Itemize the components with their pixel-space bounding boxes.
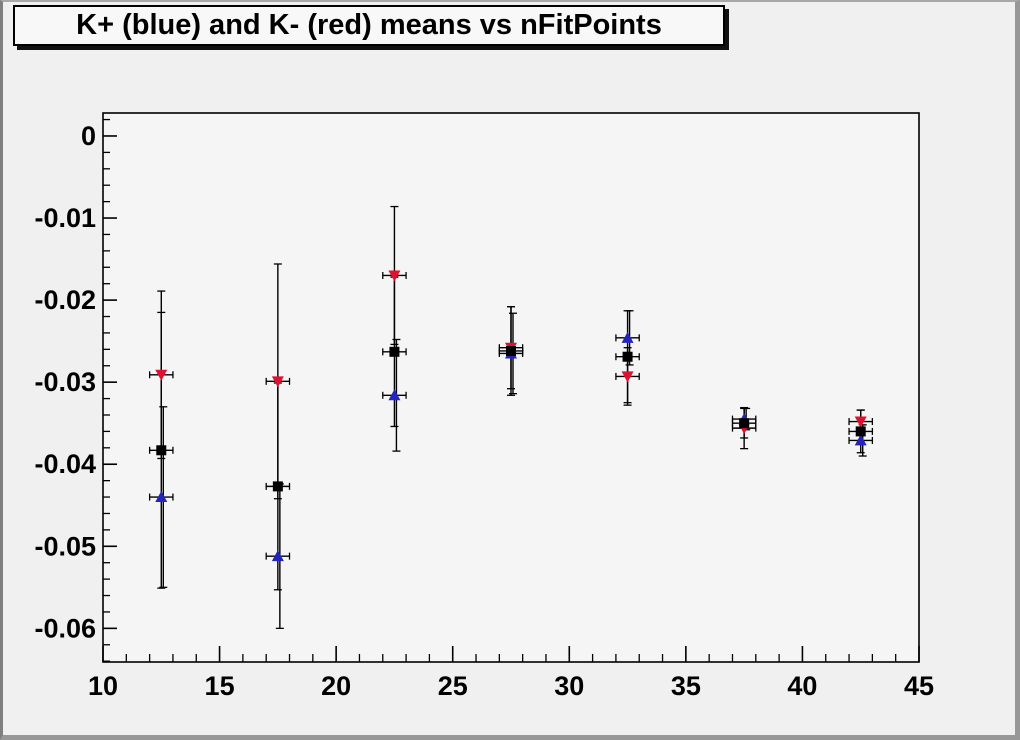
chart-title: K+ (blue) and K- (red) means vs nFitPoin… [76,9,662,41]
y-tick-label: -0.01 [34,203,96,233]
x-tick-label: 25 [438,671,468,701]
y-tick-label: 0 [81,121,96,151]
y-tick-label: -0.04 [34,449,96,479]
marker-kminus-triangle [388,270,401,282]
marker-mean-square [855,426,866,437]
y-tick-label: -0.06 [34,613,96,643]
x-tick-label: 15 [205,671,235,701]
marker-mean-square [739,418,750,429]
marker-kminus-triangle [854,416,867,428]
marker-mean-square [272,481,283,492]
x-tick-label: 10 [88,671,118,701]
y-tick-label: -0.03 [34,367,96,397]
marker-kplus-triangle [854,434,867,446]
y-tick-label: -0.05 [34,531,96,561]
marker-mean-square [156,445,167,456]
x-tick-label: 40 [787,671,817,701]
chart-title-box: K+ (blue) and K- (red) means vs nFitPoin… [13,5,725,46]
marker-kminus-triangle [155,369,168,381]
marker-mean-square [506,345,516,356]
plot-area: 10 15 20 25 30 35 40 45 0 -0.01 -0.02 -0.03 -0.04 -0.… [34,112,934,701]
x-tick-label: 35 [671,671,701,701]
x-tick-label: 20 [321,671,351,701]
marker-kplus-triangle [155,491,168,503]
x-tick-label: 30 [554,671,584,701]
marker-kminus-triangle [621,371,634,383]
marker-mean-square [622,351,633,362]
marker-kplus-triangle [621,331,634,343]
marker-mean-square [389,346,400,357]
marker-kminus-triangle [271,376,284,388]
marker-kplus-triangle [271,550,284,562]
marker-kplus-triangle [388,389,401,401]
y-tick-label: -0.02 [34,285,96,315]
x-tick-label: 45 [904,671,934,701]
